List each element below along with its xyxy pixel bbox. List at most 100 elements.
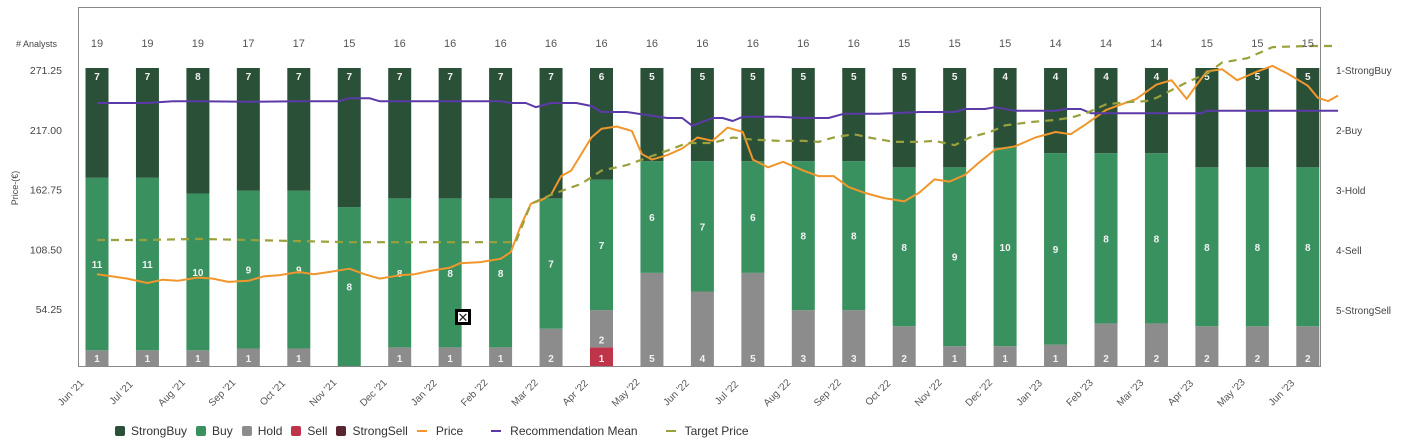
bar-segment-strongbuy xyxy=(1245,68,1269,168)
bar-segment-label: 1 xyxy=(952,354,958,365)
legend-item-recommendation-mean[interactable]: Recommendation Mean xyxy=(491,424,638,438)
analyst-count: 16 xyxy=(444,38,456,50)
bar-segment-label: 10 xyxy=(192,268,204,279)
legend-item-strongbuy[interactable]: StrongBuy xyxy=(115,424,187,438)
month-tick-label: May '23 xyxy=(1215,377,1248,410)
bar-segment-buy xyxy=(1144,153,1168,324)
bar-segment-label: 8 xyxy=(1255,243,1261,254)
bar-segment-hold xyxy=(892,326,916,366)
bar-segment-label: 4 xyxy=(700,354,706,365)
bar-segment-hold xyxy=(993,346,1017,366)
bar-segment-buy xyxy=(1296,167,1320,327)
legend-item-price[interactable]: Price xyxy=(416,424,463,438)
bar-segment-buy xyxy=(690,161,714,292)
month-tick-label: Apr '23 xyxy=(1166,378,1196,408)
bar-segment-strongbuy xyxy=(236,68,260,191)
bar-segment-hold xyxy=(842,310,866,366)
month-tick-label: Jun '21 xyxy=(56,378,87,409)
bar-segment-label: 10 xyxy=(1000,243,1012,254)
legend-item-target-price[interactable]: Target Price xyxy=(665,424,749,438)
bar-segment-strongbuy xyxy=(993,68,1017,148)
bar-segment-label: 2 xyxy=(599,335,605,346)
bar-segment-label: 2 xyxy=(1103,354,1109,365)
analyst-count: 15 xyxy=(999,38,1011,50)
legend-label: Sell xyxy=(307,424,328,438)
bar-segment-strongbuy xyxy=(539,68,563,199)
bar-segment-label: 4 xyxy=(1154,72,1160,83)
bar-segment-label: 2 xyxy=(1255,354,1261,365)
analyst-count: 16 xyxy=(848,38,860,50)
legend-swatch xyxy=(196,426,207,436)
month-tick-label: Jan '23 xyxy=(1015,378,1046,409)
close-icon[interactable]: ✕ xyxy=(455,309,471,325)
analyst-count: 16 xyxy=(696,38,708,50)
bar-segment-label: 7 xyxy=(548,260,554,271)
bar-segment-label: 1 xyxy=(296,354,302,365)
bar-segment-strongbuy xyxy=(791,68,815,162)
month-tick-label: Dec '21 xyxy=(358,377,390,409)
bar-segment-label: 8 xyxy=(1154,234,1160,245)
bar-segment-label: 1 xyxy=(498,354,504,365)
legend-label: Hold xyxy=(257,424,283,438)
legend-swatch xyxy=(115,426,125,436)
bar-segment-buy xyxy=(337,207,361,366)
bar-segment-buy xyxy=(287,190,311,349)
bar-segment-hold xyxy=(539,328,563,366)
plot-area-border xyxy=(78,7,1321,367)
bar-segment-buy xyxy=(993,147,1017,347)
month-tick-label: Sep '22 xyxy=(812,377,844,409)
analyst-count: 16 xyxy=(646,38,658,50)
bar-segment-label: 1 xyxy=(599,354,605,365)
legend-item-hold[interactable]: Hold xyxy=(241,424,283,438)
analyst-count: 15 xyxy=(1302,38,1314,50)
bar-segment-hold xyxy=(489,347,513,366)
legend-label: Target Price xyxy=(684,424,749,438)
recommendation-tick-label: 1-StrongBuy xyxy=(1336,66,1392,77)
bar-segment-label: 1 xyxy=(1002,354,1008,365)
bar-segment-buy xyxy=(85,177,109,351)
bar-segment-hold xyxy=(1296,326,1320,366)
analysts-label: # Analysts xyxy=(16,39,58,49)
bar-segment-strongbuy xyxy=(85,68,109,178)
overlay-lines xyxy=(96,44,1339,284)
legend-item-sell[interactable]: Sell xyxy=(291,424,327,438)
bar-segment-buy xyxy=(489,198,513,348)
bar-segment-label: 7 xyxy=(498,72,504,83)
bar-segment-label: 5 xyxy=(1305,72,1311,83)
bar-segment-label: 7 xyxy=(346,72,352,83)
legend-label: StrongBuy xyxy=(131,424,188,438)
bar-segment-label: 1 xyxy=(195,354,201,365)
bar-segment-buy xyxy=(135,177,159,351)
analyst-count: 15 xyxy=(949,38,961,50)
bar-segment-label: 8 xyxy=(801,232,807,243)
bar-segment-strongbuy xyxy=(438,68,462,199)
price-tick-label: 54.25 xyxy=(36,304,62,316)
legend-label: Buy xyxy=(212,424,233,438)
bar-segment-hold xyxy=(287,348,311,366)
bar-segment-buy xyxy=(388,198,412,348)
bar-segment-label: 4 xyxy=(1002,72,1008,83)
bar-segment-label: 11 xyxy=(142,260,153,271)
price-tick-label: 217.00 xyxy=(30,125,62,137)
analyst-count: 14 xyxy=(1100,38,1112,50)
bar-segment-label: 7 xyxy=(145,72,151,83)
bar-segment-strongbuy xyxy=(337,68,361,208)
bar-segment-label: 1 xyxy=(1053,354,1059,365)
bar-segment-hold xyxy=(590,310,613,348)
bar-segment-buy xyxy=(892,167,916,327)
legend-item-buy[interactable]: Buy xyxy=(196,424,233,438)
legend-item-strongsell[interactable]: StrongSell xyxy=(336,424,408,438)
legend-swatch xyxy=(241,426,252,436)
analyst-count: 15 xyxy=(898,38,910,50)
bar-segment-buy xyxy=(1195,167,1219,327)
bar-segment-label: 7 xyxy=(700,222,706,233)
bar-segment-hold xyxy=(640,272,664,366)
month-axis: Jun '21 Jul '21 Aug '21 Sep '21 Oct '21 Nov '… xyxy=(56,377,1297,410)
recommendation-tick-label: 5-StrongSell xyxy=(1336,306,1391,317)
bar-segment-label: 1 xyxy=(397,354,403,365)
bar-segment-label: 3 xyxy=(851,354,857,365)
bar-segment-label: 5 xyxy=(649,72,655,83)
recommendation-tick-label: 3-Hold xyxy=(1336,186,1365,197)
recommendation-tick-label: 4-Sell xyxy=(1336,246,1362,257)
bar-segment-hold xyxy=(741,272,765,366)
